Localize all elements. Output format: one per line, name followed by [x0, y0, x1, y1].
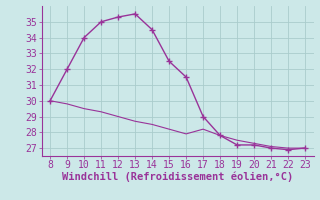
X-axis label: Windchill (Refroidissement éolien,°C): Windchill (Refroidissement éolien,°C) [62, 172, 293, 182]
